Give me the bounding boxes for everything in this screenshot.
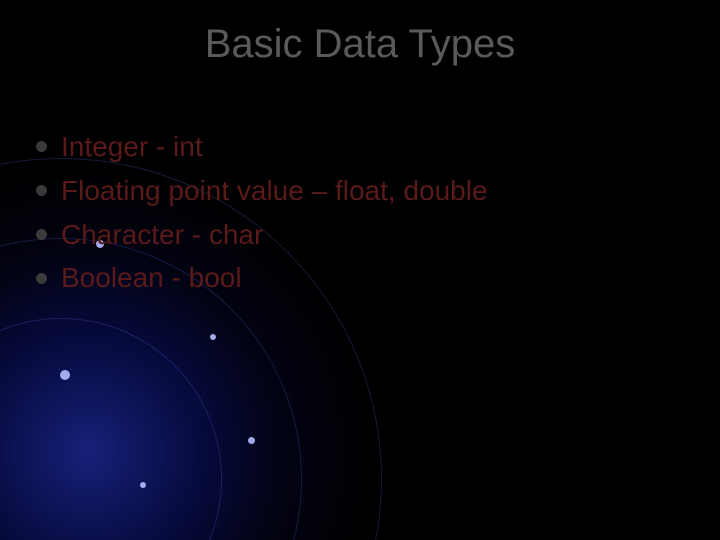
list-item-text: Floating point value – float, double bbox=[61, 172, 488, 210]
orbit-ring bbox=[0, 318, 222, 540]
list-item: Floating point value – float, double bbox=[36, 172, 684, 210]
list-item: Boolean - bool bbox=[36, 259, 684, 297]
orbit-dot bbox=[248, 437, 255, 444]
slide: Basic Data Types Integer - int Floating … bbox=[0, 0, 720, 540]
orbit-dot bbox=[140, 482, 146, 488]
slide-title: Basic Data Types bbox=[0, 22, 720, 67]
orbit-dot bbox=[210, 334, 216, 340]
list-item-text: Character - char bbox=[61, 216, 263, 254]
list-item: Integer - int bbox=[36, 128, 684, 166]
orbit-dot bbox=[60, 370, 70, 380]
bullet-icon bbox=[36, 141, 47, 152]
list-item-text: Integer - int bbox=[61, 128, 203, 166]
bullet-icon bbox=[36, 229, 47, 240]
list-item-text: Boolean - bool bbox=[61, 259, 242, 297]
slide-body: Integer - int Floating point value – flo… bbox=[36, 128, 684, 303]
list-item: Character - char bbox=[36, 216, 684, 254]
bullet-icon bbox=[36, 273, 47, 284]
bullet-icon bbox=[36, 185, 47, 196]
